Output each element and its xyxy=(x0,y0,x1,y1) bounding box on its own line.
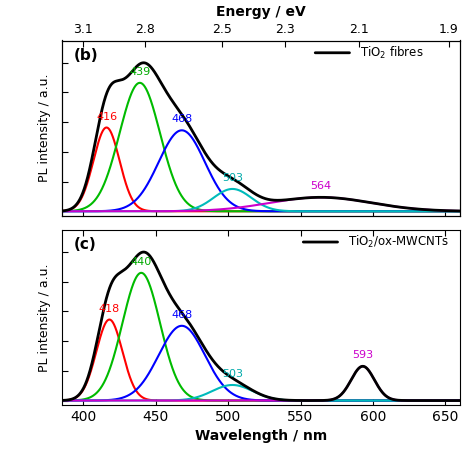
Text: 416: 416 xyxy=(96,112,117,122)
X-axis label: Energy / eV: Energy / eV xyxy=(216,4,306,19)
Y-axis label: PL intensity / a.u.: PL intensity / a.u. xyxy=(38,263,51,372)
Text: TiO$_2$/ox-MWCNTs: TiO$_2$/ox-MWCNTs xyxy=(348,234,449,250)
Text: 439: 439 xyxy=(129,67,150,77)
Y-axis label: PL intensity / a.u.: PL intensity / a.u. xyxy=(38,74,51,182)
Text: 503: 503 xyxy=(222,369,243,379)
Text: TiO$_2$ fibres: TiO$_2$ fibres xyxy=(360,45,424,61)
Text: 564: 564 xyxy=(310,181,331,191)
Text: 503: 503 xyxy=(222,173,243,183)
X-axis label: Wavelength / nm: Wavelength / nm xyxy=(194,429,327,443)
Text: 468: 468 xyxy=(171,310,192,320)
Text: (c): (c) xyxy=(73,237,96,252)
Text: 468: 468 xyxy=(171,114,192,124)
Text: 418: 418 xyxy=(99,304,120,314)
Text: (b): (b) xyxy=(73,48,98,63)
Text: 593: 593 xyxy=(352,351,374,360)
Text: 440: 440 xyxy=(131,257,152,267)
